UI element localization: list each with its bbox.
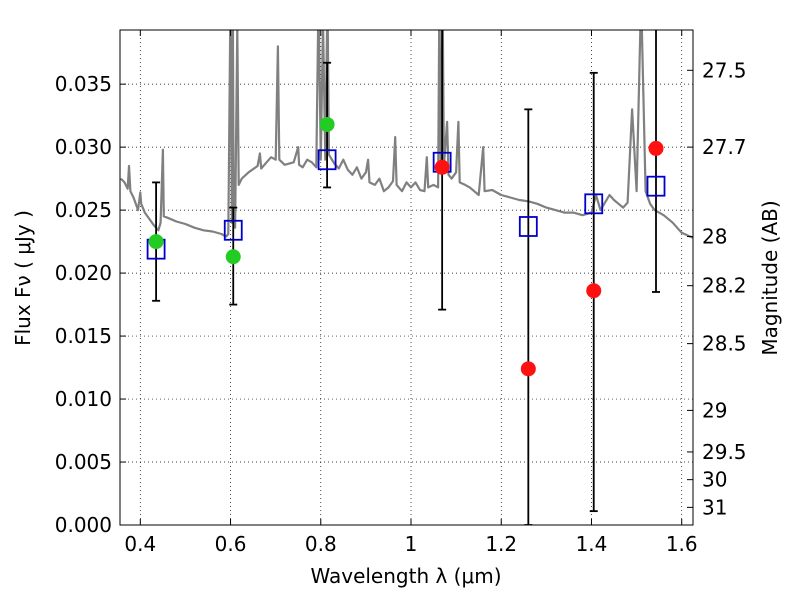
y2-tick-label: 30	[702, 468, 727, 492]
spectrum-line	[120, 30, 693, 239]
x-tick-label: 1.6	[666, 532, 698, 556]
model-square-marker	[646, 175, 666, 197]
plot-area	[120, 30, 693, 525]
model-square-marker	[223, 219, 243, 241]
y2-tick-label: 27.5	[702, 58, 747, 82]
y-tick-label: 0.025	[55, 198, 112, 222]
photometry-point	[148, 234, 164, 250]
ticks	[120, 30, 693, 526]
y2-tick-label: 29	[702, 398, 727, 422]
y2-tick-label: 28.5	[702, 332, 747, 356]
photometry-point	[648, 140, 664, 156]
y2-tick-label: 27.7	[702, 135, 747, 159]
y-tick-label: 0.020	[55, 261, 112, 285]
x-axis-label: Wavelength λ (μm)	[310, 564, 501, 588]
plot-frame	[119, 29, 694, 526]
photometry-point	[319, 116, 335, 132]
photometry-point	[225, 249, 241, 265]
photometry-point	[586, 283, 602, 299]
y2-tick-label: 29.5	[702, 440, 747, 464]
y2-axis-label: Magnitude (AB)	[758, 200, 782, 355]
photometry-point	[520, 361, 536, 377]
photometry-point	[434, 159, 450, 175]
x-tick-label: 1.2	[485, 532, 517, 556]
x-tick-label: 1	[405, 532, 418, 556]
y-tick-label: 0.030	[55, 135, 112, 159]
model-square-marker	[317, 149, 337, 171]
x-tick-label: 0.6	[215, 532, 247, 556]
y2-tick-label: 28.2	[702, 274, 747, 298]
tick-labels: 0.4 0.6 0.8 1 1.2 1.4 1.6 0.000 0.005 0.010 0.015 0…	[55, 58, 747, 556]
grid	[120, 30, 693, 526]
y-axis-label: Flux Fν ( μJy )	[11, 210, 35, 346]
model-square-marker	[518, 216, 538, 237]
y-tick-label: 0.000	[55, 513, 112, 537]
y-tick-label: 0.010	[55, 387, 112, 411]
y-tick-label: 0.005	[55, 450, 112, 474]
model-square-marker	[584, 193, 604, 215]
y-tick-label: 0.035	[55, 72, 112, 96]
y2-tick-label: 28	[702, 225, 727, 249]
x-tick-label: 0.8	[305, 532, 337, 556]
x-tick-label: 1.4	[576, 532, 608, 556]
y2-tick-label: 31	[702, 495, 727, 519]
x-tick-label: 0.4	[124, 532, 156, 556]
y-tick-label: 0.015	[55, 324, 112, 348]
